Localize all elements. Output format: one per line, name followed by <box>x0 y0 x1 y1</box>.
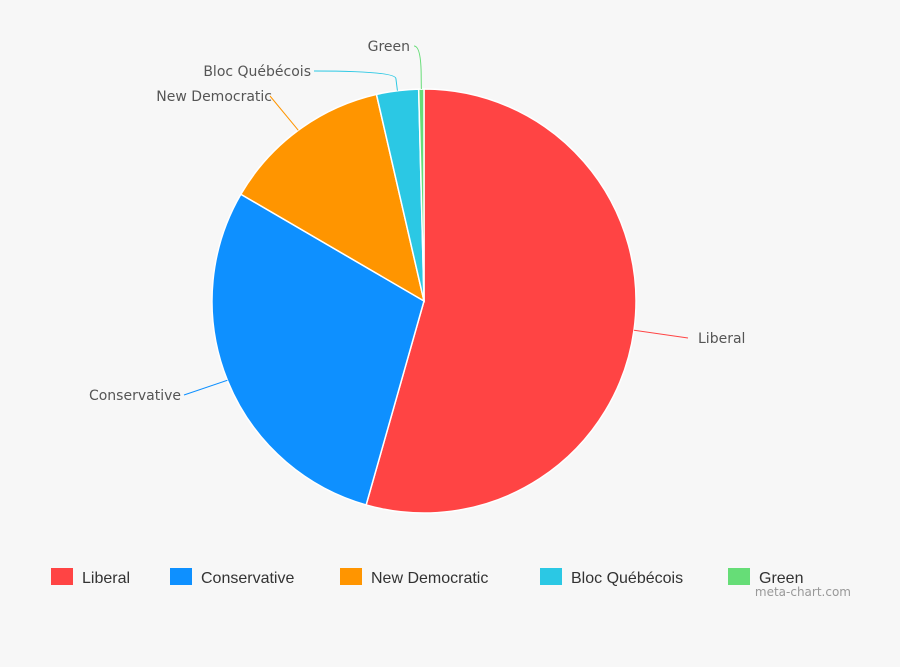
legend-label: Conservative <box>201 570 294 587</box>
slice-leader-lines <box>183 45 689 396</box>
legend-item[interactable]: New Democratic <box>340 568 488 587</box>
leader-line <box>633 329 689 339</box>
legend-item[interactable]: Conservative <box>170 568 294 587</box>
slice-label: Green <box>368 39 410 55</box>
pie-slice-liberal <box>365 88 637 514</box>
legend-swatch <box>340 568 362 585</box>
pie-slice-green <box>417 88 425 302</box>
legend-swatch <box>51 568 73 585</box>
slice-label: Bloc Québécois <box>203 64 311 80</box>
leader-line <box>183 379 228 396</box>
legend-label: New Democratic <box>371 570 488 587</box>
legend-item[interactable]: Green <box>728 568 803 587</box>
legend-item[interactable]: Bloc Québécois <box>540 568 683 587</box>
leader-line <box>269 95 299 131</box>
slice-label: New Democratic <box>156 89 272 105</box>
watermark-text: meta-chart.com <box>755 585 851 599</box>
slice-label: Liberal <box>698 331 745 347</box>
leader-line <box>413 45 422 90</box>
legend-label: Bloc Québécois <box>571 570 683 587</box>
slice-labels: Liberal Conservative New Democratic Bloc Qu… <box>89 39 745 404</box>
legend-label: Liberal <box>82 570 130 587</box>
legend-swatch <box>540 568 562 585</box>
legend-swatch <box>728 568 750 585</box>
legend-swatch <box>170 568 192 585</box>
pie-slices <box>211 88 637 514</box>
slice-label: Conservative <box>89 388 181 404</box>
legend-item[interactable]: Liberal <box>51 568 130 587</box>
leader-line <box>313 70 398 91</box>
legend-label: Green <box>759 570 803 587</box>
chart-legend: Liberal Conservative New Democratic Bloc Qu… <box>51 568 803 587</box>
pie-slice-new-democratic <box>239 93 426 303</box>
